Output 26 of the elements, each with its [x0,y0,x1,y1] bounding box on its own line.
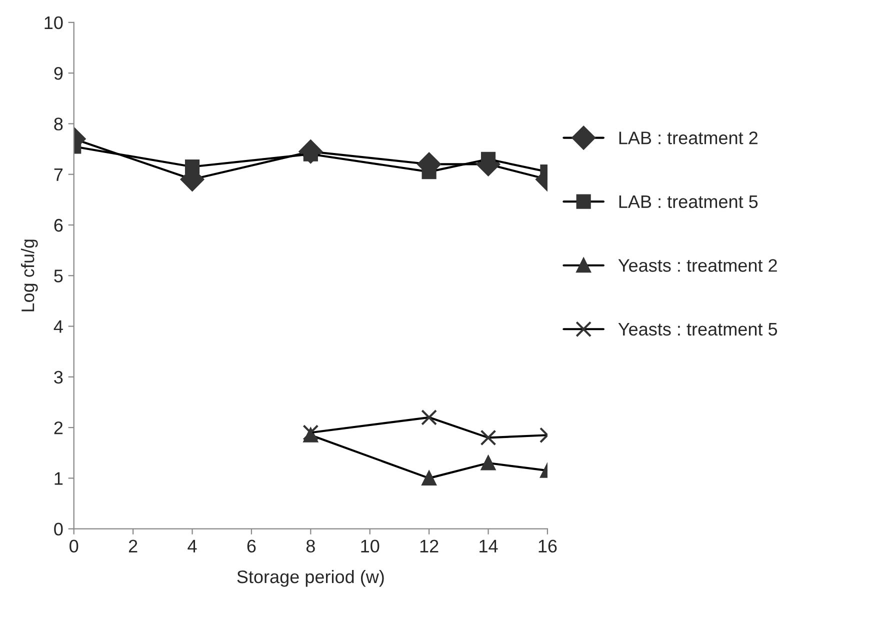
x-tick-label: 14 [480,540,498,552]
y-tick-label: 3 [54,370,63,384]
legend-label: Yeasts : treatment 2 [618,259,777,272]
x-tick-label: 12 [420,540,438,552]
y-axis-title: Log cfu/g [20,240,38,312]
x-tick-label: 2 [128,540,138,552]
x-tick-label: 6 [247,540,256,553]
x-tick-label: 8 [306,540,315,553]
y-tick-label: 5 [54,270,63,282]
x-tick-label: 10 [361,540,380,553]
y-tick-label: 9 [54,67,63,80]
x-tick-label: 4 [188,540,197,552]
x-tick-label: 0 [70,540,78,553]
x-axis-title: Storage period (w) [237,570,384,587]
y-tick-label: 4 [54,320,63,333]
y-tick-label: 2 [54,421,63,434]
x-tick-label: 16 [538,540,557,553]
y-tick-label: 1 [54,472,63,485]
legend-label: LAB : treatment 2 [619,132,758,144]
y-tick-label: 6 [54,218,63,232]
legend-label: LAB : treatment 5 [619,195,758,208]
legend-label: Yeasts : treatment 5 [618,323,778,336]
y-tick-label: 7 [54,168,63,181]
y-tick-label: 8 [54,118,63,130]
y-tick-label: 10 [44,16,63,30]
y-tick-label: 0 [54,522,63,536]
